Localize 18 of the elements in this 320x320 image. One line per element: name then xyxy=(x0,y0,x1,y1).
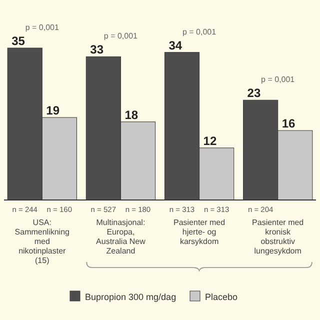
text: p = 0,001 xyxy=(104,32,138,41)
data-label: 23 xyxy=(247,86,261,100)
data-label: 34 xyxy=(168,38,182,52)
data-label: 18 xyxy=(124,108,138,122)
data-label: 19 xyxy=(46,103,60,118)
legend-label: Placebo xyxy=(205,292,238,302)
x-tick-label: USA: Sammenlikning med nikotinplaster (15) xyxy=(14,218,70,265)
data-label: 35 xyxy=(12,34,26,48)
data-label: 12 xyxy=(203,134,217,148)
text: p = 0,001 xyxy=(25,23,60,32)
data-label: 33 xyxy=(90,42,104,57)
annotation: p = 0,001 xyxy=(261,75,296,84)
data-label: 16 xyxy=(282,116,296,131)
text: p = 0,001 xyxy=(182,27,217,36)
legend-label: Bupropion 300 mg/dag xyxy=(85,292,176,302)
x-tick-label: Multinasjonal: Europa, Australia New Zealand xyxy=(96,218,146,256)
x-tick-label: Pasienter med kronisk obstruktiv lungesykdom xyxy=(252,218,304,256)
x-tick-label: Pasienter med hjerte- og karsykdom xyxy=(173,218,226,246)
